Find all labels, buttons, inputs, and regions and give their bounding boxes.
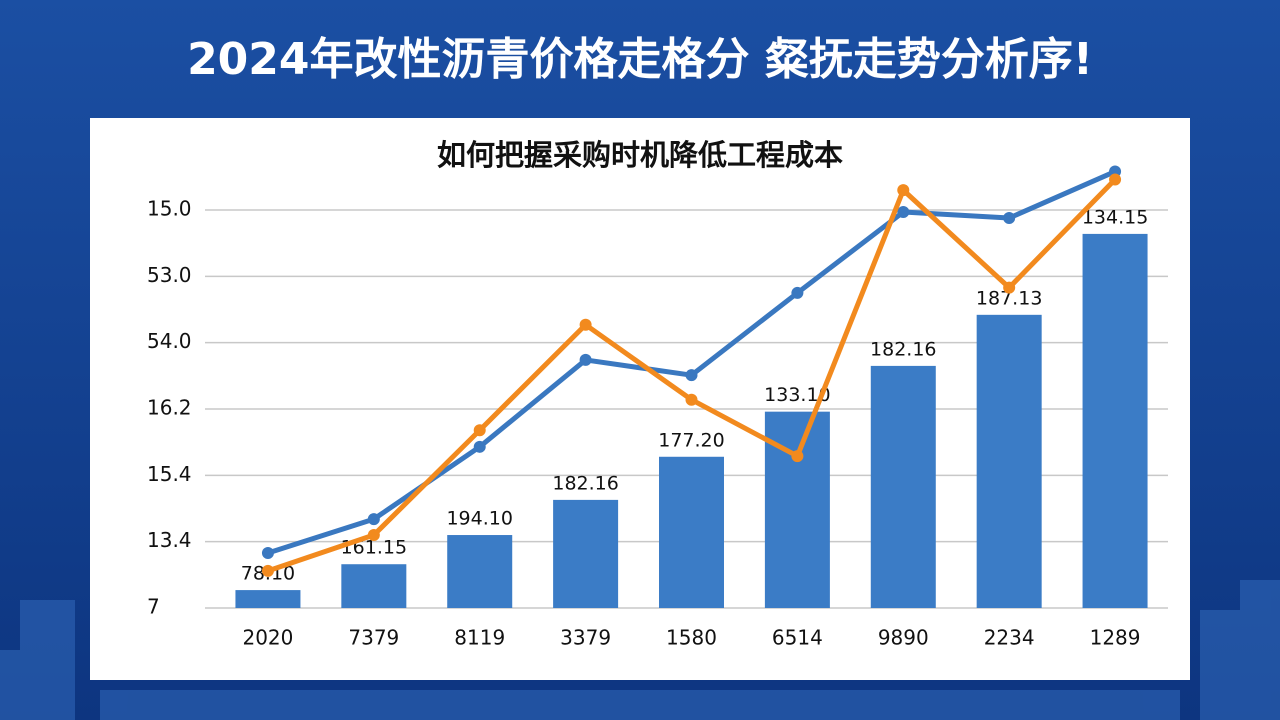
y-tick-label: 7 <box>147 595 160 619</box>
line-marker <box>685 393 698 406</box>
line-marker <box>1003 211 1016 224</box>
x-tick-label: 8119 <box>454 626 505 650</box>
data-label: 133.10 <box>764 384 830 406</box>
line-marker <box>261 546 274 559</box>
line-marker <box>1109 173 1122 186</box>
x-tick-label: 1289 <box>1090 626 1141 650</box>
line-marker <box>261 564 274 577</box>
line-marker <box>579 318 592 331</box>
x-tick-label: 7379 <box>348 626 399 650</box>
bar <box>447 535 513 608</box>
y-tick-label: 53.0 <box>147 263 192 287</box>
y-tick-label: 54.0 <box>147 329 192 353</box>
line-marker <box>897 206 910 219</box>
data-label: 182.16 <box>870 338 936 360</box>
line-marker <box>473 440 486 453</box>
line-marker <box>367 529 380 542</box>
page-title: 2024年改性沥青价格走格分 粲抚走势分析序! <box>187 34 1093 85</box>
data-label: 194.10 <box>446 508 512 530</box>
line-marker <box>579 353 592 366</box>
bar <box>764 411 830 608</box>
line-marker <box>791 286 804 299</box>
city-skyline <box>0 580 1280 720</box>
x-tick-label: 2020 <box>242 626 293 650</box>
y-tick-label: 15.0 <box>147 197 192 221</box>
bar <box>553 499 619 608</box>
y-tick-label: 13.4 <box>147 528 192 552</box>
bar <box>976 314 1042 608</box>
x-tick-label: 6514 <box>772 626 823 650</box>
data-label: 177.20 <box>658 429 724 451</box>
data-label: 182.16 <box>552 472 618 494</box>
data-label: 134.15 <box>1082 206 1148 228</box>
line-marker <box>473 424 486 437</box>
chart-title: 如何把握采购时机降低工程成本 <box>437 138 843 172</box>
bar <box>659 456 724 608</box>
line-marker <box>685 369 698 382</box>
line-marker <box>367 513 380 526</box>
y-tick-label: 16.2 <box>147 396 192 420</box>
x-tick-label: 1580 <box>666 626 717 650</box>
y-tick-label: 15.4 <box>147 462 192 486</box>
bar <box>870 365 936 608</box>
x-tick-label: 9890 <box>878 626 929 650</box>
line-marker <box>1003 281 1016 294</box>
bar <box>1082 233 1148 608</box>
line-marker <box>791 450 804 463</box>
bar <box>341 564 407 608</box>
line-marker <box>897 184 910 197</box>
data-label: 187.13 <box>976 287 1042 309</box>
x-tick-label: 2234 <box>984 626 1035 650</box>
x-tick-label: 3379 <box>560 626 611 650</box>
bar <box>235 590 301 608</box>
